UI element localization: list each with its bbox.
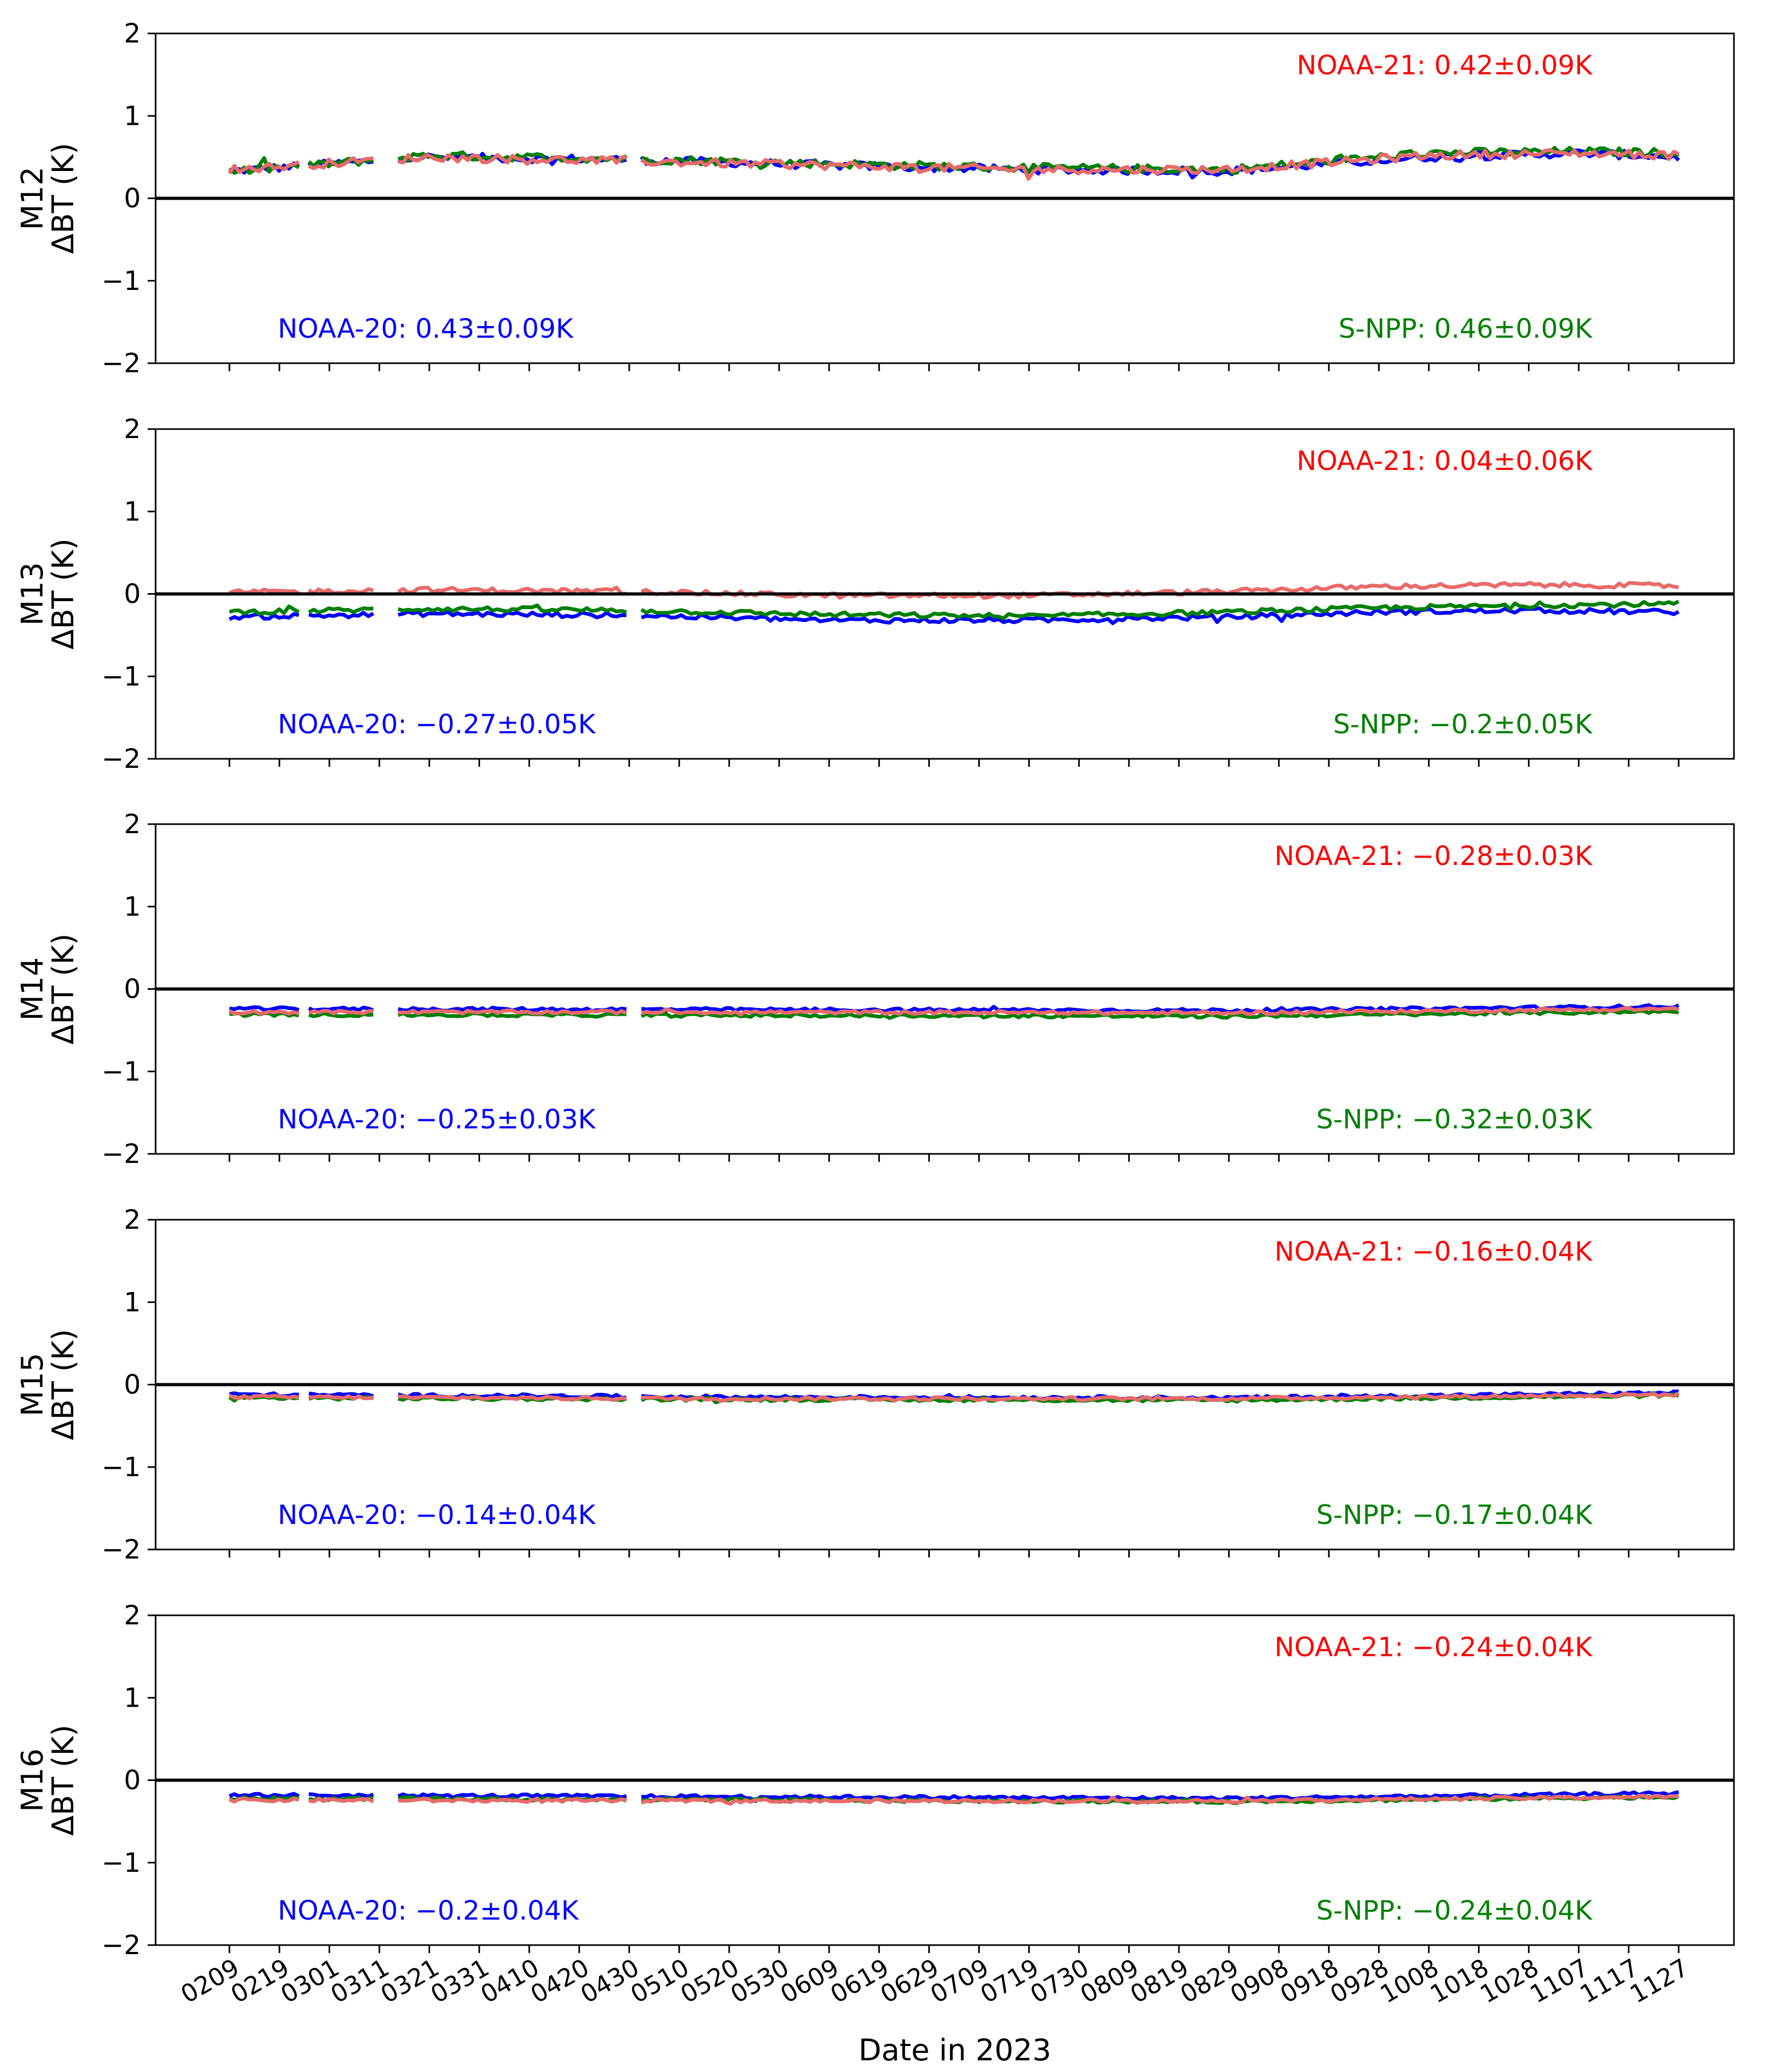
stat-snpp: S-NPP: −0.2±0.05K <box>1333 709 1593 740</box>
y-tick-label: −2 <box>101 1930 141 1960</box>
stat-noaa20: NOAA-20: −0.14±0.04K <box>278 1500 596 1530</box>
y-tick-label: −2 <box>101 743 141 774</box>
y-tick-label: −1 <box>101 1452 141 1483</box>
band-label: M14 <box>15 957 50 1021</box>
y-axis-label: ΔBT (K) <box>46 143 81 254</box>
y-tick-label: 1 <box>124 496 141 527</box>
y-tick-label: 0 <box>124 579 141 610</box>
y-tick-label: 0 <box>124 1765 141 1796</box>
y-tick-label: 2 <box>124 1600 141 1631</box>
y-tick-label: −1 <box>101 661 141 692</box>
y-tick-label: −2 <box>101 348 141 379</box>
band-label: M13 <box>15 562 50 626</box>
series-line-noaa-21 <box>228 580 1679 600</box>
band-label: M15 <box>15 1353 50 1417</box>
y-tick-label: 2 <box>124 1204 141 1235</box>
series-line-noaa-21 <box>228 1391 1680 1403</box>
stat-noaa21: NOAA-21: −0.24±0.04K <box>1275 1632 1593 1663</box>
y-tick-label: −1 <box>101 1056 141 1087</box>
y-tick-label: 1 <box>124 1287 141 1317</box>
x-axis-label: Date in 2023 <box>858 2033 1051 2068</box>
series-line-s-npp <box>229 600 1680 620</box>
stat-snpp: S-NPP: −0.32±0.03K <box>1317 1104 1593 1135</box>
stat-noaa20: NOAA-20: −0.27±0.05K <box>278 709 596 740</box>
stat-noaa21: NOAA-21: 0.04±0.06K <box>1297 446 1593 476</box>
y-axis-label: ΔBT (K) <box>46 538 81 649</box>
stat-noaa20: NOAA-20: −0.2±0.04K <box>278 1895 579 1926</box>
stat-snpp: S-NPP: −0.17±0.04K <box>1317 1500 1593 1530</box>
y-tick-label: −1 <box>101 266 141 296</box>
y-tick-label: −1 <box>101 1847 141 1878</box>
y-tick-label: −2 <box>101 1534 141 1565</box>
y-tick-label: 0 <box>124 183 141 214</box>
stat-noaa21: NOAA-21: 0.42±0.09K <box>1297 50 1593 81</box>
y-tick-label: 1 <box>124 891 141 922</box>
y-axis-label: ΔBT (K) <box>46 1725 81 1836</box>
stat-noaa21: NOAA-21: −0.28±0.03K <box>1275 841 1593 871</box>
y-tick-label: 2 <box>124 18 141 49</box>
y-tick-label: 2 <box>124 809 141 840</box>
series-line-noaa-21 <box>228 1794 1679 1806</box>
stat-noaa20: NOAA-20: −0.25±0.03K <box>278 1104 596 1135</box>
series-line-noaa-21 <box>228 148 1680 181</box>
y-tick-label: 1 <box>124 100 141 131</box>
band-label: M16 <box>15 1749 50 1812</box>
series-line-noaa-20 <box>229 1003 1680 1014</box>
series-line-noaa-21 <box>228 1006 1680 1017</box>
stat-snpp: S-NPP: 0.46±0.09K <box>1338 313 1593 344</box>
y-tick-label: 2 <box>124 414 141 444</box>
y-tick-label: −2 <box>101 1138 141 1169</box>
series-line-s-npp <box>228 145 1680 175</box>
stat-noaa21: NOAA-21: −0.16±0.04K <box>1275 1236 1593 1267</box>
series-line-noaa-20 <box>228 606 1680 626</box>
x-axis: 0209021903010311032103310410042004300510… <box>176 1953 1693 2009</box>
y-tick-label: 0 <box>124 1369 141 1400</box>
y-axis-label: ΔBT (K) <box>46 934 81 1044</box>
stat-noaa20: NOAA-20: 0.43±0.09K <box>278 313 574 344</box>
series-line-noaa-20 <box>228 1790 1679 1803</box>
x-tick-label: 1127 <box>1625 1953 1693 2009</box>
y-tick-label: 0 <box>124 974 141 1005</box>
band-label: M12 <box>15 167 50 230</box>
stat-snpp: S-NPP: −0.24±0.04K <box>1317 1895 1593 1926</box>
y-axis-label: ΔBT (K) <box>46 1329 81 1440</box>
y-tick-label: 1 <box>124 1682 141 1713</box>
